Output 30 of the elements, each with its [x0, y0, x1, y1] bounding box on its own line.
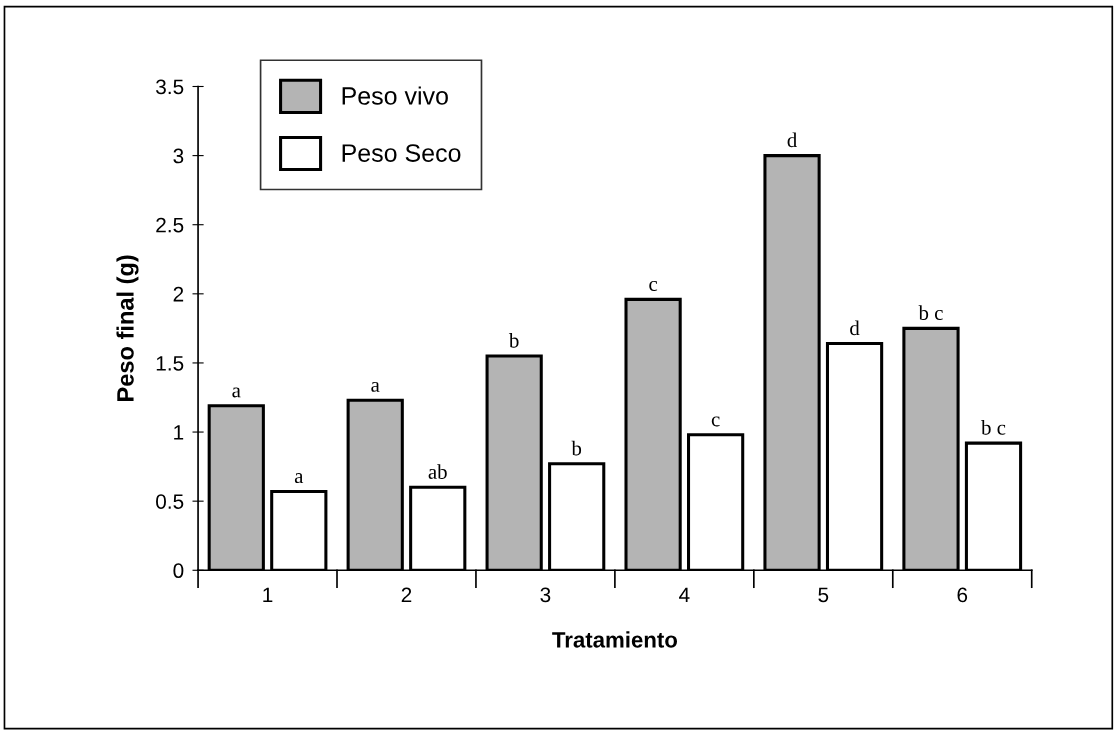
y-tick-label: 3.5 [156, 79, 184, 95]
x-tick-label: 2 [401, 587, 412, 603]
annotation: b [508, 332, 519, 348]
x-axis-title: Tratamiento [552, 631, 677, 648]
y-axis-title: Peso final (g) [116, 255, 139, 401]
y-tick-label: 1 [174, 425, 184, 440]
x-tick-label: 6 [957, 587, 968, 603]
y-tick-label: 1.5 [156, 356, 184, 371]
x-tick-label: 5 [818, 587, 829, 603]
y-tick-label: 3 [173, 148, 184, 164]
legend-label: Peso vivo [342, 86, 448, 105]
annotation: c [649, 280, 658, 291]
annotation: d [787, 132, 797, 148]
annotation: a [294, 473, 304, 484]
legend-label: Peso Seco [342, 144, 461, 162]
annotation: d [850, 320, 860, 336]
annotation: ab [428, 464, 447, 479]
annotation: a [371, 381, 380, 392]
y-tick-label: 2.5 [156, 217, 184, 233]
annotation: c [711, 416, 720, 427]
annotation: b c [981, 420, 1006, 435]
x-tick-label: 1 [263, 587, 273, 603]
annotation: a [232, 387, 241, 398]
annotation: b c [918, 305, 943, 320]
x-tick-label: 3 [540, 587, 551, 603]
annotation: b [571, 440, 582, 456]
y-tick-label: 0 [173, 563, 184, 579]
x-tick-label: 4 [679, 587, 690, 603]
y-tick-label: 2 [173, 286, 184, 302]
y-tick-label: 0.5 [156, 494, 184, 509]
